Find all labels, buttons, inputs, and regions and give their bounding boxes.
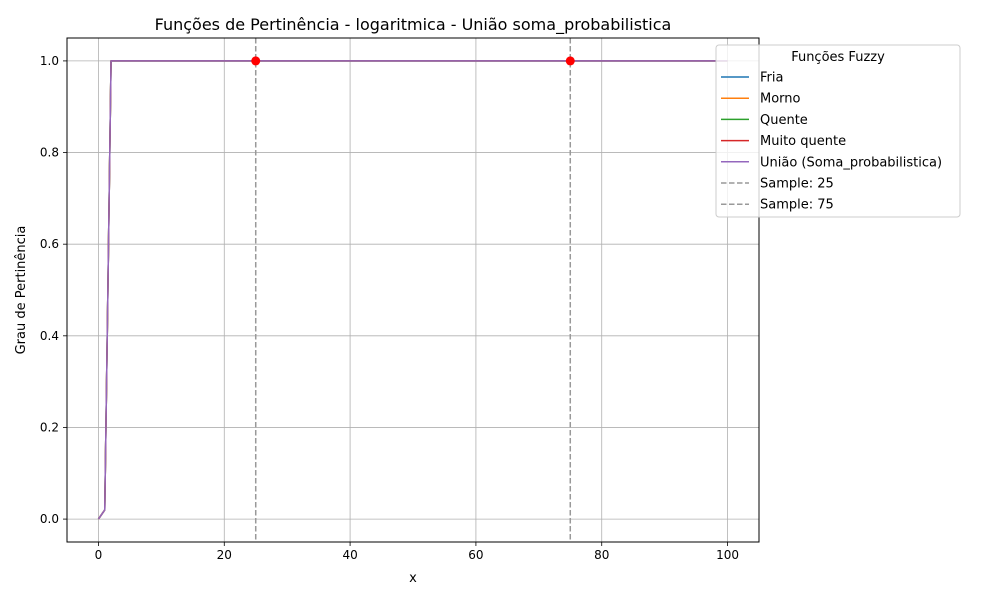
x-tick-label: 20 [217, 548, 232, 562]
y-tick-label: 0.0 [40, 512, 59, 526]
legend-box [715, 44, 961, 218]
x-tick-label: 60 [468, 548, 483, 562]
legend-label: Sample: 75 [760, 198, 834, 213]
chart-title: Funções de Pertinência - logaritmica - U… [155, 15, 672, 35]
y-tick-label: 0.4 [40, 329, 59, 343]
y-axis-label: Grau de Pertinência [14, 226, 29, 355]
x-tick-label: 100 [716, 548, 739, 562]
y-axis: 0.0 0.2 0.4 0.6 0.8 1.0 [40, 54, 67, 526]
legend-label: Fria [760, 71, 783, 86]
sample-point [251, 56, 261, 66]
series-line [97, 60, 728, 520]
x-tick-label: 80 [594, 548, 609, 562]
legend-title: Funções Fuzzy [791, 50, 885, 65]
series-line [97, 60, 728, 520]
x-axis-label: x [409, 571, 417, 586]
x-axis: 0 20 40 60 80 100 [95, 542, 739, 562]
y-tick-label: 0.2 [40, 420, 59, 434]
x-tick-label: 40 [342, 548, 357, 562]
plot-area [97, 38, 728, 542]
series-line [97, 60, 728, 520]
y-tick-label: 1.0 [40, 54, 59, 68]
legend-label: Quente [760, 113, 808, 128]
y-tick-label: 0.8 [40, 146, 59, 160]
legend-label: Morno [760, 92, 801, 107]
x-tick-label: 0 [95, 548, 103, 562]
series-line [97, 60, 728, 520]
legend-label: Muito quente [760, 134, 846, 149]
legend-label: Sample: 25 [760, 177, 834, 192]
series-line [97, 60, 728, 520]
sample-point [565, 56, 575, 66]
legend: Funções Fuzzy Fria Morno Quente Muito quent… [715, 44, 961, 218]
axes-frame [66, 37, 760, 543]
grid [67, 38, 759, 542]
legend-label: União (Soma_probabilistica) [760, 155, 942, 170]
y-tick-label: 0.6 [40, 237, 59, 251]
